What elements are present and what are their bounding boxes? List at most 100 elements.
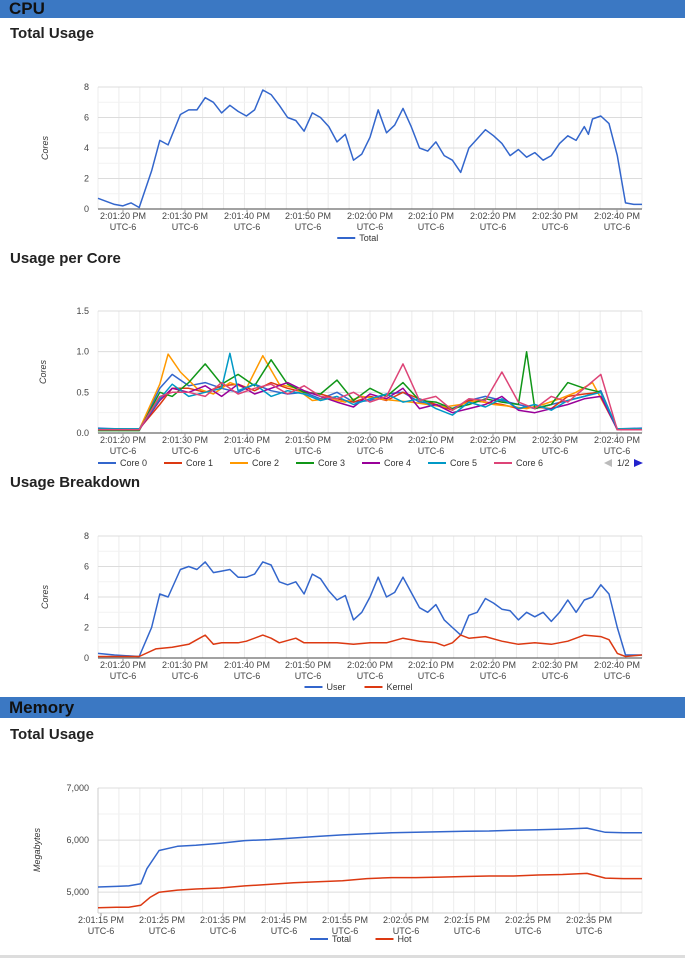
x-tick-label: 2:01:25 PM <box>139 915 185 925</box>
x-tick-label-tz: UTC-6 <box>88 926 115 936</box>
y-tick-label: 8 <box>84 82 89 92</box>
x-tick-label: 2:02:30 PM <box>532 435 578 445</box>
x-tick-label: 2:02:20 PM <box>470 211 516 221</box>
legend-label-core-1: Core 1 <box>186 458 213 468</box>
y-tick-label: 6 <box>84 562 89 572</box>
x-tick-label: 2:02:40 PM <box>594 435 640 445</box>
x-tick-label-tz: UTC-6 <box>418 446 445 456</box>
x-tick-label: 2:02:30 PM <box>532 660 578 670</box>
x-tick-label: 2:02:10 PM <box>408 660 454 670</box>
legend-label-core-3: Core 3 <box>318 458 345 468</box>
x-tick-label: 2:01:50 PM <box>285 660 331 670</box>
y-tick-label: 6,000 <box>66 835 89 845</box>
x-tick-label: 2:02:05 PM <box>383 915 429 925</box>
cpu-section-header: CPU <box>0 0 685 18</box>
x-tick-label-tz: UTC-6 <box>110 446 137 456</box>
x-tick-label: 2:01:55 PM <box>322 915 368 925</box>
y-tick-label: 0.0 <box>76 428 89 438</box>
x-tick-label: 2:02:20 PM <box>470 660 516 670</box>
x-tick-label: 2:01:20 PM <box>100 211 146 221</box>
x-tick-label-tz: UTC-6 <box>357 222 384 232</box>
x-tick-label-tz: UTC-6 <box>604 446 631 456</box>
legend-label-core-6: Core 6 <box>516 458 543 468</box>
x-tick-label: 2:02:10 PM <box>408 211 454 221</box>
y-axis-label: Cores <box>38 360 48 385</box>
x-tick-label-tz: UTC-6 <box>542 446 569 456</box>
x-tick-label-tz: UTC-6 <box>515 926 542 936</box>
legend-label-core-2: Core 2 <box>252 458 279 468</box>
x-tick-label-tz: UTC-6 <box>149 926 176 936</box>
page-bottom-border <box>0 955 685 958</box>
x-tick-label-tz: UTC-6 <box>480 222 507 232</box>
x-tick-label-tz: UTC-6 <box>604 671 631 681</box>
x-tick-label: 2:01:40 PM <box>224 211 270 221</box>
x-tick-label: 2:02:40 PM <box>594 660 640 670</box>
x-tick-label-tz: UTC-6 <box>480 671 507 681</box>
x-tick-label-tz: UTC-6 <box>234 222 261 232</box>
x-tick-label: 2:02:30 PM <box>532 211 578 221</box>
y-tick-label: 2 <box>84 174 89 184</box>
y-tick-label: 1.0 <box>76 347 89 357</box>
x-tick-label-tz: UTC-6 <box>357 671 384 681</box>
pager-next-icon[interactable] <box>634 459 643 467</box>
x-tick-label-tz: UTC-6 <box>418 222 445 232</box>
series-line-total <box>97 827 642 888</box>
x-tick-label-tz: UTC-6 <box>576 926 603 936</box>
x-tick-label: 2:02:00 PM <box>347 660 393 670</box>
x-tick-label: 2:02:00 PM <box>347 211 393 221</box>
x-tick-label-tz: UTC-6 <box>542 222 569 232</box>
x-tick-label-tz: UTC-6 <box>542 671 569 681</box>
x-tick-label: 2:02:00 PM <box>347 435 393 445</box>
usage-breakdown-title: Usage Breakdown <box>10 474 141 491</box>
x-tick-label: 2:01:50 PM <box>285 211 331 221</box>
y-tick-label: 0 <box>84 653 89 663</box>
y-tick-label: 1.5 <box>76 306 89 316</box>
x-tick-label: 2:01:45 PM <box>261 915 307 925</box>
y-tick-label: 0.5 <box>76 387 89 397</box>
x-tick-label-tz: UTC-6 <box>271 926 298 936</box>
pager-prev-icon[interactable] <box>604 459 612 467</box>
x-tick-label-tz: UTC-6 <box>295 222 322 232</box>
pager-label: 1/2 <box>617 458 630 468</box>
x-tick-label: 2:02:40 PM <box>594 211 640 221</box>
x-tick-label-tz: UTC-6 <box>393 926 420 936</box>
legend-label-core-4: Core 4 <box>384 458 411 468</box>
y-tick-label: 4 <box>84 143 89 153</box>
x-tick-label: 2:02:10 PM <box>408 435 454 445</box>
usage-per-core-title: Usage per Core <box>10 250 121 267</box>
x-tick-label-tz: UTC-6 <box>418 671 445 681</box>
series-line-kernel <box>98 634 643 658</box>
x-tick-label-tz: UTC-6 <box>295 446 322 456</box>
x-tick-label: 2:01:40 PM <box>224 435 270 445</box>
series-line-total <box>97 89 642 209</box>
y-tick-label: 5,000 <box>66 887 89 897</box>
x-tick-label: 2:02:20 PM <box>470 435 516 445</box>
x-tick-label-tz: UTC-6 <box>332 926 359 936</box>
x-tick-label: 2:01:30 PM <box>162 211 208 221</box>
x-tick-label: 2:01:30 PM <box>162 435 208 445</box>
y-axis-label: Cores <box>40 136 50 161</box>
x-tick-label-tz: UTC-6 <box>110 671 137 681</box>
legend-label-hot: Hot <box>398 934 413 944</box>
x-tick-label: 2:01:40 PM <box>224 660 270 670</box>
x-tick-label-tz: UTC-6 <box>604 222 631 232</box>
series-line-hot <box>97 872 642 909</box>
legend-label-core-0: Core 0 <box>120 458 147 468</box>
memory-total-usage-title: Total Usage <box>10 726 94 743</box>
y-tick-label: 0 <box>84 204 89 214</box>
y-axis-label: Megabytes <box>32 827 42 872</box>
legend-label-core-5: Core 5 <box>450 458 477 468</box>
x-tick-label: 2:01:15 PM <box>78 915 124 925</box>
y-tick-label: 4 <box>84 592 89 602</box>
x-tick-label: 2:01:50 PM <box>285 435 331 445</box>
x-tick-label: 2:01:35 PM <box>200 915 246 925</box>
y-tick-label: 6 <box>84 113 89 123</box>
legend-label-total: Total <box>332 934 351 944</box>
x-tick-label: 2:01:20 PM <box>100 435 146 445</box>
x-tick-label-tz: UTC-6 <box>172 222 199 232</box>
